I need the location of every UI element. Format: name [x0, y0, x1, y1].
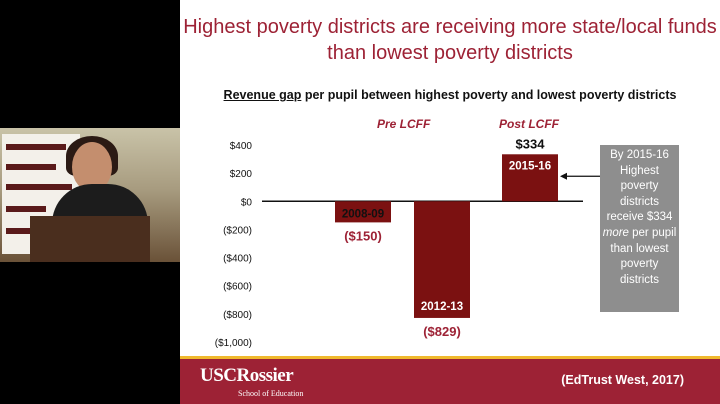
y-tick-label: ($800) [223, 310, 252, 321]
speaker-face [72, 142, 112, 192]
y-tick-label: ($600) [223, 282, 252, 293]
bar-category-label: 2015-16 [509, 160, 551, 172]
chart-subtitle: Revenue gap per pupil between highest po… [180, 88, 720, 102]
post-lcff-label: Post LCFF [499, 117, 559, 131]
video-background [0, 0, 180, 404]
citation: (EdTrust West, 2017) [561, 373, 684, 387]
presentation-slide: Highest poverty districts are receiving … [180, 0, 720, 404]
y-tick-label: $400 [230, 141, 253, 152]
speaker-video-inset [0, 128, 180, 262]
bar-value-label: ($150) [344, 228, 382, 243]
revenue-gap-chart: $400 $200 $0 ($200) ($400) ($600) ($800) ($1,00… [215, 136, 600, 349]
callout-arrow-head [560, 172, 567, 180]
y-tick-label: $200 [230, 169, 253, 180]
logo-main-text: USCRossier [200, 365, 294, 386]
usc-rossier-logo: USCRossier School of Education [200, 365, 303, 398]
bar-category-label: 2008-09 [342, 208, 384, 220]
y-tick-label: ($400) [223, 254, 252, 265]
bar-2015-16 [502, 154, 558, 202]
logo-sub-text: School of Education [238, 389, 304, 398]
callout-note: By 2015-16 Highest poverty districts rec… [600, 145, 679, 312]
y-tick-label: ($200) [223, 225, 252, 236]
subtitle-rest: per pupil between highest poverty and lo… [301, 88, 677, 102]
note-part-emphasis: more [602, 226, 629, 239]
bar-2008-09 [335, 201, 391, 223]
pre-lcff-label: Pre LCFF [377, 117, 431, 131]
y-tick-label: $0 [241, 197, 253, 208]
bar-value-label: ($829) [423, 324, 461, 339]
slide-title: Highest poverty districts are receiving … [183, 16, 717, 64]
note-part-1: By 2015-16 Highest poverty districts rec… [606, 149, 673, 224]
slide-footer: USCRossier School of Education (EdTrust … [180, 356, 720, 404]
bar-2012-13 [414, 201, 470, 318]
bar-category-label: 2012-13 [421, 301, 463, 313]
y-tick-label: ($1,000) [215, 338, 252, 349]
note-part-3: per pupil than lowest poverty districts [610, 226, 677, 286]
bar-value-label: $334 [516, 136, 546, 151]
subtitle-underlined: Revenue gap [223, 88, 302, 102]
podium [30, 216, 150, 262]
